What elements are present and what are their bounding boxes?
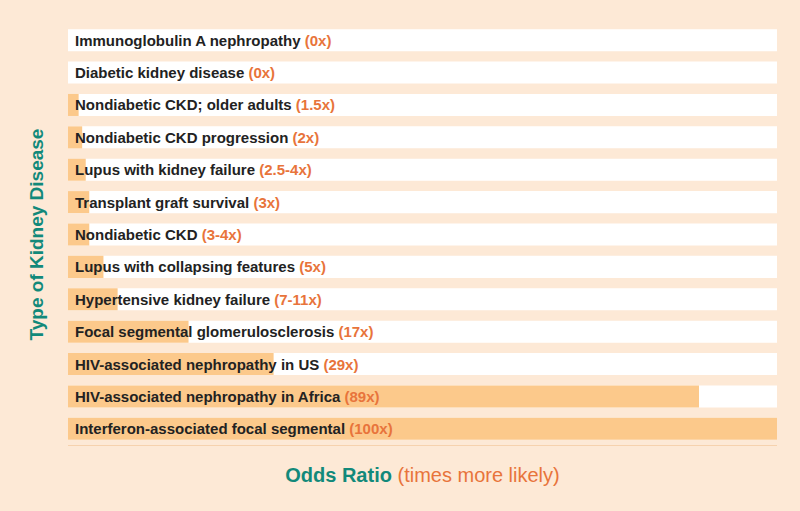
svg-text:Immunoglobulin A nephropathy (: Immunoglobulin A nephropathy (0x) xyxy=(75,32,331,49)
svg-text:Transplant graft survival (3x): Transplant graft survival (3x) xyxy=(75,194,280,211)
svg-text:Interferon-associated focal se: Interferon-associated focal segmental (1… xyxy=(75,420,393,437)
svg-text:Nondiabetic CKD progression (2: Nondiabetic CKD progression (2x) xyxy=(75,129,319,146)
svg-text:HIV-associated nephropathy in: HIV-associated nephropathy in US (29x) xyxy=(75,356,358,373)
svg-text:Hypertensive kidney failure (7: Hypertensive kidney failure (7-11x) xyxy=(75,291,322,308)
svg-text:Nondiabetic CKD; older adults: Nondiabetic CKD; older adults (1.5x) xyxy=(75,96,335,113)
svg-text:Lupus with kidney failure (2.5: Lupus with kidney failure (2.5-4x) xyxy=(75,161,312,178)
svg-text:Nondiabetic CKD (3-4x): Nondiabetic CKD (3-4x) xyxy=(75,226,242,243)
svg-text:Diabetic kidney disease (0x): Diabetic kidney disease (0x) xyxy=(75,64,275,81)
svg-text:HIV-associated nephropathy in: HIV-associated nephropathy in Africa (89… xyxy=(75,388,380,405)
svg-text:Lupus with collapsing features: Lupus with collapsing features (5x) xyxy=(75,258,326,275)
svg-text:Focal segmental glomeruloscler: Focal segmental glomerulosclerosis (17x) xyxy=(75,323,373,340)
svg-text:Odds Ratio (times more likely): Odds Ratio (times more likely) xyxy=(285,464,559,486)
svg-text:Type of Kidney Disease: Type of Kidney Disease xyxy=(26,129,47,341)
